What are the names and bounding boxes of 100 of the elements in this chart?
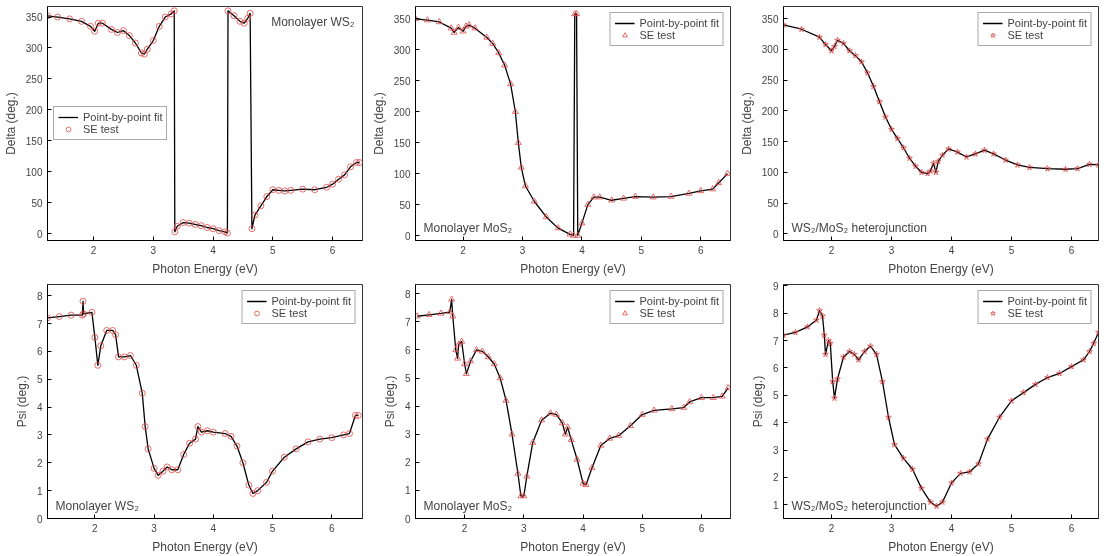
annotation: Monolayer MoS₂ bbox=[423, 498, 513, 513]
x-axis-title: Photon Energy (eV) bbox=[152, 539, 258, 554]
y-tick-label: 350 bbox=[393, 13, 411, 25]
x-tick-label: 3 bbox=[150, 244, 157, 256]
x-axis-title: Photon Energy (eV) bbox=[888, 539, 994, 554]
x-tick-label: 2 bbox=[828, 244, 835, 256]
y-tick-label: 1 bbox=[36, 485, 43, 497]
y-tick-label: 200 bbox=[761, 105, 779, 117]
y-axis-title: Delta (deg.) bbox=[3, 92, 18, 155]
y-axis-title: Psi (deg.) bbox=[382, 375, 397, 428]
x-tick-label: 5 bbox=[638, 244, 645, 256]
y-tick-label: 7 bbox=[772, 335, 779, 347]
y-tick-label: 0 bbox=[36, 513, 43, 525]
x-tick-label: 6 bbox=[1068, 522, 1075, 534]
x-tick-label: 6 bbox=[698, 244, 704, 256]
y-tick-label: 150 bbox=[761, 136, 779, 148]
x-tick-label: 2 bbox=[92, 522, 99, 534]
y-tick-label: 0 bbox=[404, 230, 411, 242]
y-tick-label: 300 bbox=[25, 42, 43, 54]
y-tick-label: 150 bbox=[393, 137, 411, 149]
legend-label: SE test bbox=[271, 307, 307, 319]
y-tick-label: 250 bbox=[25, 73, 43, 85]
x-axis-title: Photon Energy (eV) bbox=[888, 261, 994, 276]
y-tick-label: 8 bbox=[36, 290, 43, 302]
x-tick-label: 2 bbox=[461, 522, 468, 534]
x-tick-label: 2 bbox=[90, 244, 97, 256]
y-tick-label: 50 bbox=[767, 198, 779, 210]
x-axis-title: Photon Energy (eV) bbox=[152, 261, 258, 276]
y-axis-title: Delta (deg.) bbox=[739, 92, 754, 155]
x-axis-title: Photon Energy (eV) bbox=[520, 539, 626, 554]
y-tick-label: 6 bbox=[36, 346, 43, 358]
y-tick-label: 2 bbox=[772, 472, 779, 484]
legend-label: Point-by-point fit bbox=[639, 17, 719, 29]
x-tick-label: 5 bbox=[269, 522, 276, 534]
x-tick-label: 3 bbox=[519, 244, 526, 256]
y-tick-label: 300 bbox=[393, 44, 411, 56]
x-tick-label: 6 bbox=[698, 522, 705, 534]
legend-label: Point-by-point fit bbox=[271, 295, 351, 307]
annotation: Monolayer WS₂ bbox=[55, 498, 140, 513]
annotation: WS₂/MoS₂ heterojunction bbox=[791, 220, 927, 235]
x-tick-label: 3 bbox=[151, 522, 158, 534]
y-axis-title: Psi (deg.) bbox=[750, 375, 765, 428]
y-axis-title: Delta (deg.) bbox=[371, 92, 386, 155]
y-tick-label: 0 bbox=[36, 228, 43, 240]
x-tick-label: 4 bbox=[948, 522, 955, 534]
x-tick-label: 3 bbox=[888, 244, 895, 256]
x-tick-label: 5 bbox=[1008, 522, 1015, 534]
y-tick-label: 5 bbox=[404, 373, 411, 385]
y-tick-label: 150 bbox=[25, 135, 43, 147]
y-tick-label: 1 bbox=[404, 485, 411, 497]
legend-label: Point-by-point fit bbox=[1007, 295, 1087, 307]
y-tick-label: 4 bbox=[404, 401, 411, 413]
y-tick-label: 100 bbox=[761, 167, 779, 179]
legend-label: SE test bbox=[639, 307, 675, 319]
y-tick-label: 2 bbox=[404, 457, 411, 469]
y-tick-label: 300 bbox=[761, 44, 779, 56]
annotation: Monolayer WS₂ bbox=[271, 14, 355, 29]
y-tick-label: 5 bbox=[36, 374, 43, 386]
annotation: Monolayer MoS₂ bbox=[423, 220, 513, 235]
x-tick-label: 3 bbox=[888, 522, 895, 534]
y-tick-label: 3 bbox=[36, 429, 43, 441]
legend-label: SE test bbox=[1007, 307, 1043, 319]
x-tick-label: 5 bbox=[639, 522, 646, 534]
y-tick-label: 8 bbox=[404, 288, 411, 300]
y-tick-label: 7 bbox=[404, 316, 411, 328]
legend-label: Point-by-point fit bbox=[83, 111, 163, 123]
y-tick-label: 4 bbox=[36, 402, 43, 414]
x-tick-label: 4 bbox=[210, 522, 217, 534]
x-tick-label: 6 bbox=[329, 244, 336, 256]
y-tick-label: 4 bbox=[772, 417, 779, 429]
y-tick-label: 50 bbox=[399, 199, 411, 211]
y-tick-label: 250 bbox=[393, 75, 411, 87]
y-tick-label: 3 bbox=[404, 429, 411, 441]
x-tick-label: 6 bbox=[328, 522, 335, 534]
x-tick-label: 2 bbox=[460, 244, 467, 256]
y-tick-label: 200 bbox=[25, 104, 43, 116]
x-tick-label: 6 bbox=[1068, 244, 1075, 256]
x-tick-label: 5 bbox=[1008, 244, 1015, 256]
y-tick-label: 350 bbox=[761, 13, 779, 25]
y-tick-label: 6 bbox=[772, 362, 779, 374]
annotation: WS₂/MoS₂ heterojunction bbox=[791, 498, 927, 513]
x-axis-title: Photon Energy (eV) bbox=[520, 261, 626, 276]
y-axis-title: Psi (deg.) bbox=[14, 375, 29, 428]
y-tick-label: 100 bbox=[393, 168, 411, 180]
x-tick-label: 4 bbox=[579, 244, 586, 256]
x-tick-label: 4 bbox=[948, 244, 955, 256]
x-tick-label: 2 bbox=[828, 522, 835, 534]
y-tick-label: 1 bbox=[772, 499, 779, 511]
y-tick-label: 100 bbox=[25, 166, 43, 178]
y-tick-label: 8 bbox=[772, 308, 779, 320]
legend-label: SE test bbox=[83, 123, 119, 135]
x-tick-label: 3 bbox=[521, 522, 528, 534]
legend-label: Point-by-point fit bbox=[639, 295, 719, 307]
legend-label: SE test bbox=[639, 29, 675, 41]
x-tick-label: 4 bbox=[210, 244, 217, 256]
y-tick-label: 50 bbox=[31, 197, 43, 209]
y-tick-label: 0 bbox=[404, 513, 411, 525]
y-tick-label: 2 bbox=[36, 457, 43, 469]
legend-label: Point-by-point fit bbox=[1007, 17, 1087, 29]
y-tick-label: 5 bbox=[772, 390, 779, 402]
